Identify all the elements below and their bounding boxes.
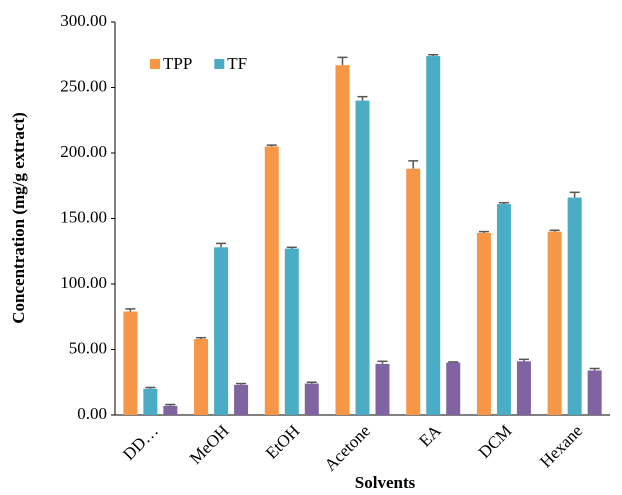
bar [214, 247, 229, 415]
x-tick-label: Acetone [321, 421, 374, 474]
x-tick-label: EA [415, 421, 445, 451]
bar [476, 232, 491, 415]
bar [264, 146, 279, 415]
legend-swatch [150, 59, 160, 69]
x-tick-label: Hexane [536, 421, 586, 471]
x-tick-label: MeOH [186, 421, 233, 468]
bar [123, 311, 138, 415]
y-tick-label: 100.00 [60, 273, 107, 292]
bar [284, 248, 299, 415]
bar [587, 370, 602, 415]
bar [143, 388, 158, 415]
y-tick-label: 0.00 [77, 404, 107, 423]
bar [496, 204, 511, 415]
bar [547, 231, 562, 415]
legend-label: TPP [163, 54, 192, 73]
x-tick-label: EtOH [262, 421, 303, 462]
y-tick-label: 250.00 [60, 76, 107, 95]
bar [335, 65, 350, 415]
x-tick-label: DD… [119, 421, 162, 464]
y-tick-label: 150.00 [60, 207, 107, 226]
bar [567, 197, 582, 415]
bar [163, 405, 178, 415]
bar [426, 56, 441, 416]
bar [234, 384, 249, 415]
bar [446, 362, 461, 415]
bar [194, 339, 209, 415]
bar [516, 361, 531, 415]
y-tick-label: 50.00 [69, 338, 107, 357]
y-axis-label: Concentration (mg/g extract) [9, 112, 28, 324]
legend-label: TF [227, 54, 247, 73]
x-axis-label: Solvents [355, 473, 416, 492]
x-tick-label: DCM [475, 421, 516, 462]
legend-swatch [214, 59, 225, 69]
bar [375, 363, 390, 415]
bar [406, 168, 421, 415]
y-tick-label: 200.00 [60, 142, 107, 161]
bar [304, 383, 319, 415]
y-tick-label: 300.00 [60, 11, 107, 30]
bar [355, 100, 370, 415]
